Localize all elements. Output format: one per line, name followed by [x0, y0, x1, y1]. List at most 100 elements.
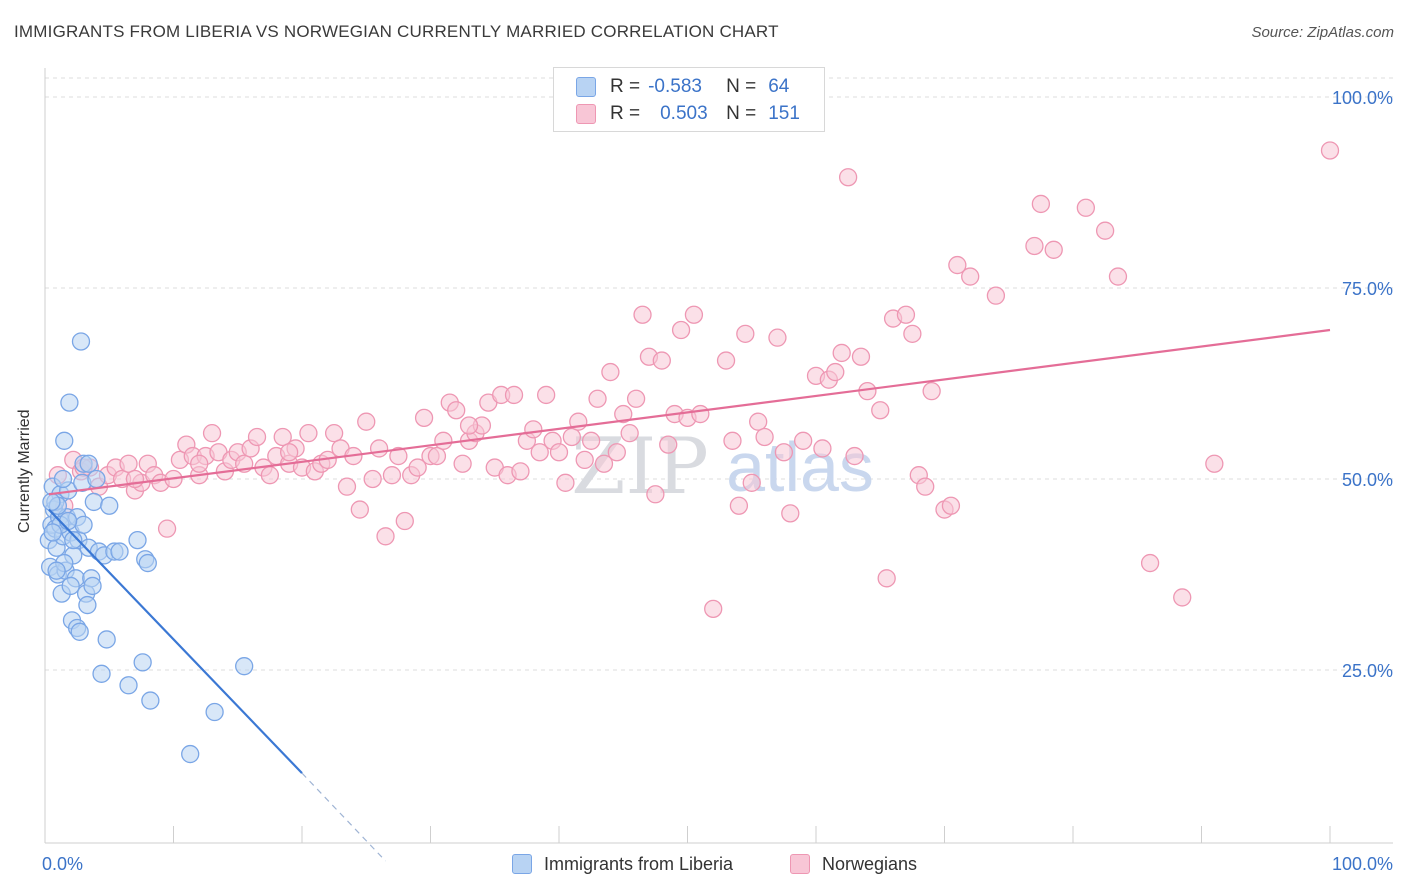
tick-labels: 25.0% 50.0% 75.0% 100.0% 0.0% 100.0% [42, 88, 1393, 874]
norwegian-point [620, 424, 639, 443]
norwegian-point [434, 431, 453, 450]
liberia-point [97, 630, 116, 649]
x-tick-label-max: 100.0% [1332, 854, 1393, 874]
norwegian-point [671, 320, 691, 340]
norwegian-point [916, 477, 935, 496]
norwegian-point [350, 500, 369, 519]
norwegian-point [395, 511, 414, 531]
norwegian-point [742, 473, 761, 492]
norwegian-point [838, 168, 858, 187]
liberia-point [42, 492, 61, 512]
norwegian-point [1076, 198, 1095, 217]
norwegian-point [736, 324, 755, 343]
norwegian-point [588, 389, 607, 408]
norwegian-point [389, 446, 408, 466]
liberia-point [61, 576, 80, 596]
norwegian-point [896, 305, 916, 324]
norwegian-point [575, 450, 594, 470]
liberia-point [110, 542, 129, 561]
norwegian-point [948, 255, 967, 275]
norwegian-point [1205, 454, 1224, 473]
liberia-point [74, 515, 93, 534]
liberia-point [133, 653, 152, 672]
norwegian-point [626, 389, 646, 408]
norwegian-point [845, 446, 864, 466]
x-tick-label-min: 0.0% [42, 854, 83, 874]
norwegian-point [826, 362, 845, 382]
liberia-point [64, 530, 83, 550]
liberia-point [87, 469, 106, 489]
y-tick-label: 75.0% [1342, 279, 1393, 299]
norwegian-point [903, 324, 922, 343]
liberia-point [205, 702, 224, 722]
watermark: ZIP atlas [571, 422, 874, 512]
norwegian-point [813, 439, 832, 458]
norwegian-point [562, 427, 581, 447]
legend-r-value-norwegians: 0.503 [660, 103, 708, 124]
y-tick-label: 100.0% [1332, 88, 1393, 108]
norwegian-point [511, 462, 530, 481]
norwegian-point [157, 519, 177, 538]
norwegian-point [1320, 141, 1340, 160]
liberia-point [128, 530, 147, 550]
legend-r-label: R = [610, 103, 641, 124]
y-tick-label: 25.0% [1342, 661, 1393, 681]
liberia-trend-extension [301, 772, 386, 862]
norwegian-point [1031, 194, 1051, 214]
source-attribution: Source: ZipAtlas.com [1251, 24, 1394, 41]
norwegian-point [337, 477, 357, 496]
trend-lines [48, 328, 1331, 862]
gridlines [45, 77, 1393, 671]
norwegian-point [704, 599, 723, 619]
norwegian-point [273, 427, 292, 447]
liberia-point [47, 561, 66, 580]
liberia-point [78, 595, 97, 615]
norwegian-point [755, 427, 774, 447]
norwegian-point [119, 454, 138, 473]
norwegian-point [549, 443, 569, 462]
legend-r-label: R = [610, 76, 641, 97]
norwegian-point [986, 286, 1006, 305]
liberia-point [58, 511, 78, 531]
norwegian-point [427, 446, 447, 466]
norwegian-point [646, 485, 665, 504]
liberia-point [141, 691, 160, 710]
legend-n-label: N = [726, 103, 757, 124]
legend-swatch-liberia [576, 77, 596, 97]
norwegian-point [723, 431, 742, 450]
legend-n-label: N = [726, 76, 757, 97]
chart-title: IMMIGRANTS FROM LIBERIA VS NORWEGIAN CUR… [14, 22, 779, 41]
norwegian-point [537, 385, 556, 405]
norwegian-point [453, 454, 472, 473]
liberia-point [84, 492, 103, 512]
norwegian-point [633, 305, 652, 324]
liberia-point [55, 431, 74, 450]
liberia-point [83, 576, 102, 596]
bottom-legend-swatch-liberia [512, 854, 532, 874]
legend-swatch-norwegians [576, 104, 596, 124]
norwegian-point [581, 431, 601, 450]
norwegian-point [1095, 221, 1115, 240]
legend-row-norwegians: R = 0.503 N = 151 [576, 101, 800, 127]
norwegian-point [652, 351, 671, 370]
norwegian-point [530, 443, 549, 462]
norwegian-point [408, 458, 427, 477]
norwegian-point [749, 412, 768, 431]
bottom-legend-norwegians: Norwegians [790, 852, 917, 876]
liberia-point [53, 469, 73, 489]
norwegians-points [48, 141, 1340, 619]
bottom-legend-label-norwegians: Norwegians [822, 853, 918, 874]
liberia-trend-line [48, 508, 303, 774]
liberia-point [71, 332, 91, 351]
norwegian-point [376, 527, 395, 546]
y-tick-label: 50.0% [1342, 470, 1393, 490]
norwegian-point [1108, 267, 1128, 286]
norwegian-point [1140, 553, 1160, 573]
norwegian-point [299, 424, 318, 443]
bottom-legend-swatch-norwegians [790, 854, 810, 874]
correlation-legend: R = -0.583 N = 64 R = 0.503 N = 151 [553, 67, 825, 132]
liberia-point [60, 393, 79, 412]
norwegian-point [601, 362, 620, 382]
norwegian-point [260, 466, 280, 485]
